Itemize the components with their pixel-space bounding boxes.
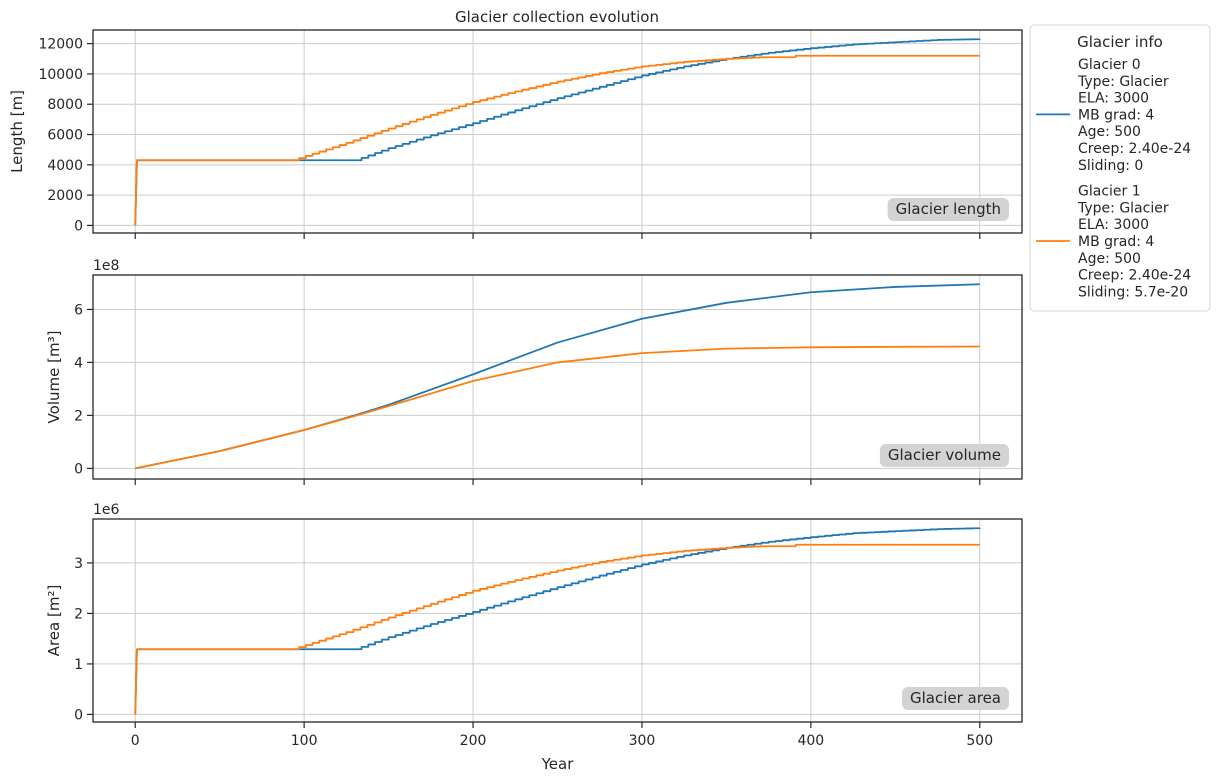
y-axis-label: Area [m²] xyxy=(45,585,63,657)
legend-entry-line: Age: 500 xyxy=(1078,251,1141,267)
y-tick-label: 2000 xyxy=(47,188,83,204)
series-line-glacier-0 xyxy=(134,38,981,226)
x-tick-label: 500 xyxy=(966,733,993,749)
series-line-glacier-1 xyxy=(134,543,980,715)
panel-tag-label: Glacier length xyxy=(896,200,1001,218)
panel-glacier-volume: 0 2 4 6 1e8 Volume [m³] Glacier volume xyxy=(45,258,1023,485)
x-tick-label: 300 xyxy=(629,733,656,749)
legend-entry-line: Creep: 2.40e-24 xyxy=(1078,268,1191,284)
y-tick-label: 6000 xyxy=(47,128,83,144)
y-axis-label: Volume [m³] xyxy=(45,331,63,424)
axis-offset-text: 1e8 xyxy=(93,258,119,274)
series-line-glacier-1 xyxy=(134,54,980,226)
y-tick-label: 0 xyxy=(74,707,83,723)
y-tick-label: 0 xyxy=(74,461,83,477)
legend-entry-line: Glacier 1 xyxy=(1078,184,1141,200)
panel-tag-box xyxy=(887,198,1009,221)
legend-box xyxy=(1029,24,1211,312)
legend-entry-line: ELA: 3000 xyxy=(1078,217,1149,233)
y-tick-label: 10000 xyxy=(38,67,83,83)
y-tick-label: 2 xyxy=(74,606,83,622)
x-tick-label: 200 xyxy=(460,733,487,749)
chart-title: Glacier collection evolution xyxy=(455,8,659,26)
legend-entry-line: MB grad: 4 xyxy=(1078,107,1154,123)
legend-entry-line: Sliding: 0 xyxy=(1078,158,1143,174)
legend-entry-line: Creep: 2.40e-24 xyxy=(1078,141,1191,157)
legend-entry-line: MB grad: 4 xyxy=(1078,234,1154,250)
y-tick-label: 2 xyxy=(74,408,83,424)
y-tick-label: 4000 xyxy=(47,158,83,174)
plot-frame xyxy=(92,518,1023,723)
panel-glacier-area: 0 1 2 3 0 100 200 300 400 500 1e6 Area [m²] Year Glac… xyxy=(45,502,1023,773)
x-tick-label: 0 xyxy=(131,733,140,749)
y-tick-label: 0 xyxy=(74,218,83,234)
y-tick-label: 3 xyxy=(74,556,83,572)
y-tick-label: 8000 xyxy=(47,97,83,113)
plot-frame xyxy=(92,29,1023,234)
legend-entry-line: Age: 500 xyxy=(1078,124,1141,140)
y-tick-label: 6 xyxy=(74,302,83,318)
legend-entry-line: Type: Glacier xyxy=(1077,74,1169,90)
plot-frame xyxy=(92,274,1023,480)
y-tick-label: 1 xyxy=(74,657,83,673)
x-axis-label: Year xyxy=(541,755,575,773)
panel-tag-box xyxy=(901,687,1009,710)
series-line-glacier-0 xyxy=(134,527,981,715)
legend-entry-line: Sliding: 5.7e-20 xyxy=(1078,284,1188,300)
x-tick-label: 100 xyxy=(291,733,318,749)
series-line-glacier-1 xyxy=(135,345,980,470)
panel-glacier-length: 0 2000 4000 6000 8000 10000 12000 Length [m] Gla… xyxy=(8,29,1023,239)
legend-entry-line: Type: Glacier xyxy=(1077,200,1169,216)
panel-tag-box xyxy=(879,444,1009,467)
legend-entry-line: Glacier 0 xyxy=(1078,57,1141,73)
y-axis-label: Length [m] xyxy=(8,90,26,173)
axis-offset-text: 1e6 xyxy=(93,502,120,518)
panel-tag-label: Glacier volume xyxy=(888,446,1001,464)
y-tick-label: 12000 xyxy=(38,37,83,53)
legend-entry-line: ELA: 3000 xyxy=(1078,91,1149,107)
panel-tag-label: Glacier area xyxy=(910,689,1001,707)
x-tick-label: 400 xyxy=(797,733,824,749)
legend-title: Glacier info xyxy=(1077,33,1163,51)
y-tick-label: 4 xyxy=(74,355,83,371)
